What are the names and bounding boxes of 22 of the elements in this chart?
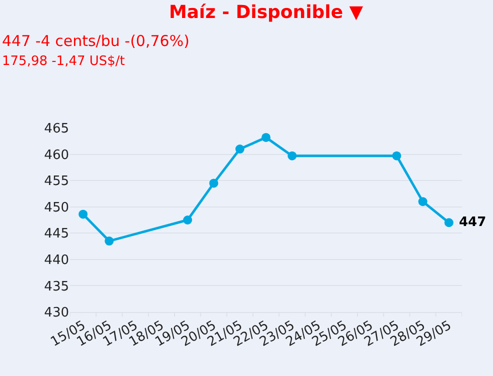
text: 175,98 -1,47 US$/t <box>2 54 125 69</box>
y-tick-label: 460 <box>44 148 69 163</box>
y-tick-label: 445 <box>44 226 69 242</box>
point <box>418 197 428 206</box>
y-tick-label: 465 <box>44 122 69 137</box>
point <box>183 216 192 224</box>
point <box>209 178 218 188</box>
point <box>444 218 454 228</box>
point <box>104 236 114 246</box>
point <box>235 144 244 154</box>
chart-subtitle: 447 -4 cents/bu -(0,76%) <box>2 32 190 50</box>
y-tick-label: 455 <box>44 174 69 190</box>
point <box>392 151 402 160</box>
y-tick-label: 435 <box>44 279 69 294</box>
point <box>288 151 297 160</box>
point <box>78 210 88 219</box>
chart-title: Maíz - Disponible ▼ <box>169 2 364 23</box>
y-tick-label: 430 <box>44 306 69 321</box>
y-tick-label: 450 <box>44 200 69 216</box>
point <box>262 132 270 142</box>
annotation: 447 <box>459 215 486 230</box>
y-tick-label: 440 <box>44 252 69 268</box>
